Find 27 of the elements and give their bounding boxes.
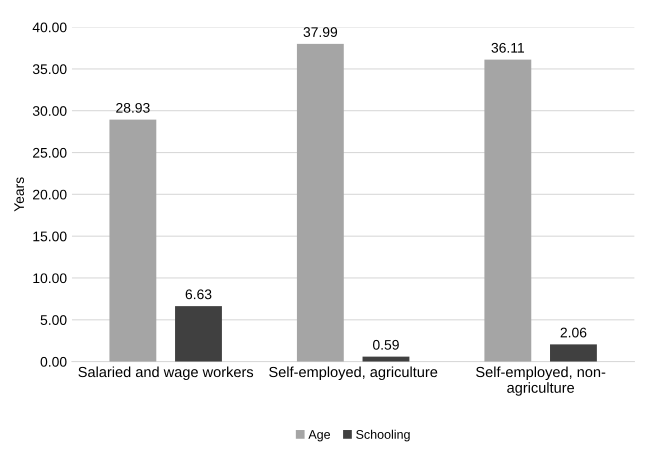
y-axis-title: Years (14, 177, 24, 212)
bar (175, 306, 222, 362)
data-label: 36.11 (491, 42, 524, 53)
y-tick-label: 20.00 (33, 190, 67, 200)
data-label: 37.99 (304, 27, 338, 38)
bar (550, 344, 597, 362)
data-label: 28.93 (116, 102, 150, 113)
bar (362, 356, 410, 362)
y-tick-label: 15.00 (33, 232, 67, 242)
legend-label: Age (308, 430, 330, 442)
x-tick-label: Salaried and wage workers (78, 366, 254, 380)
y-tick-label: 10.00 (33, 273, 67, 284)
y-tick-label: 5.00 (40, 315, 67, 325)
y-tick-label: 35.00 (32, 64, 67, 74)
bar (109, 120, 156, 362)
x-tick-label: Self-employed, non-agriculture (476, 366, 606, 396)
data-label: 0.59 (372, 340, 399, 350)
bar (296, 44, 344, 362)
data-label: 6.63 (186, 289, 212, 300)
legend-label: Schooling (356, 430, 410, 442)
y-tick-label: 40.00 (32, 22, 67, 32)
bar (484, 60, 532, 362)
y-tick-label: 0.00 (40, 356, 67, 367)
y-tick-label: 30.00 (32, 106, 67, 116)
data-label: 2.06 (560, 328, 586, 338)
x-tick-label: Self-employed, agriculture (269, 366, 438, 380)
y-tick-label: 25.00 (33, 148, 67, 158)
